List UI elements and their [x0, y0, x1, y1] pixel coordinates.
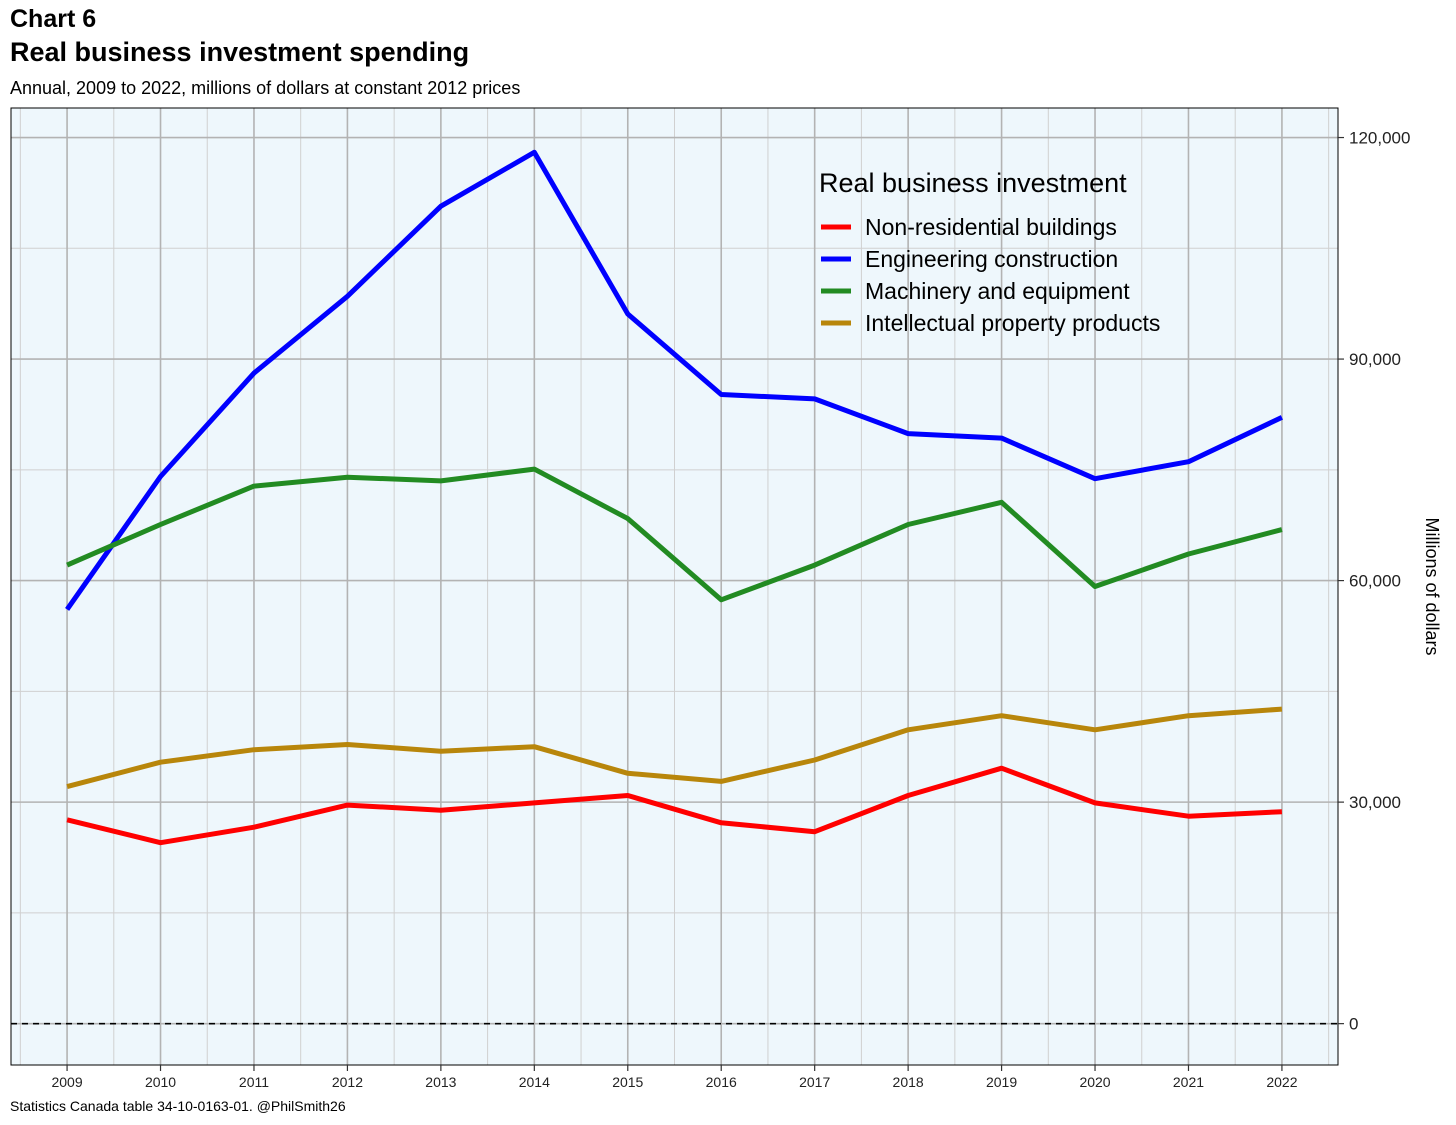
legend-entry-label: Intellectual property products [865, 310, 1160, 336]
x-tick-label: 2021 [1173, 1074, 1204, 1090]
x-tick-label: 2018 [893, 1074, 924, 1090]
x-tick-label: 2022 [1266, 1074, 1297, 1090]
legend-entry-label: Engineering construction [865, 246, 1118, 272]
x-tick-label: 2011 [239, 1074, 269, 1090]
chart-title: Real business investment spending [10, 37, 470, 67]
legend-title: Real business investment [819, 168, 1127, 198]
x-tick-label: 2016 [706, 1074, 737, 1090]
y-tick-label: 60,000 [1349, 572, 1401, 591]
x-tick-label: 2020 [1079, 1074, 1110, 1090]
x-tick-label: 2012 [332, 1074, 363, 1090]
y-tick-label: 30,000 [1349, 793, 1401, 812]
chart-label: Chart 6 [10, 5, 97, 33]
x-tick-label: 2010 [145, 1074, 176, 1090]
major-gridlines [11, 108, 1338, 1065]
series-line-non-residential-buildings [66, 765, 1283, 846]
x-axis: 2009 2010 2011 2012 2013 2014 2015 2016 2017 2018… [51, 1065, 1298, 1090]
y-tick-label: 90,000 [1349, 350, 1401, 369]
series-lines [65, 149, 1283, 846]
source-caption: Statistics Canada table 34-10-0163-01. @… [10, 1098, 346, 1114]
x-tick-label: 2019 [986, 1074, 1017, 1090]
series-line-engineering-construction [65, 149, 1283, 611]
legend-entry-label: Non-residential buildings [865, 214, 1117, 240]
y-tick-label: 120,000 [1349, 129, 1410, 148]
plot-border [10, 107, 1339, 1066]
x-tick-label: 2013 [425, 1074, 456, 1090]
x-tick-label: 2015 [612, 1074, 643, 1090]
x-tick-label: 2017 [799, 1074, 830, 1090]
x-tick-label: 2014 [519, 1074, 550, 1090]
x-tick-label: 2009 [51, 1074, 82, 1090]
y-axis-label: Millions of dollars [1422, 517, 1442, 655]
minor-gridlines [11, 108, 1338, 1065]
legend-entry-label: Machinery and equipment [865, 278, 1130, 304]
series-line-machinery-and-equipment [66, 466, 1283, 603]
chart-subtitle: Annual, 2009 to 2022, millions of dollar… [10, 78, 521, 98]
series-line-intellectual-property-products [66, 706, 1283, 790]
legend: Real business investment Non-residential… [819, 168, 1160, 336]
y-tick-label: 0 [1349, 1015, 1358, 1034]
y-axis: 0 30,000 60,000 90,000 120,000 [1338, 129, 1410, 1034]
